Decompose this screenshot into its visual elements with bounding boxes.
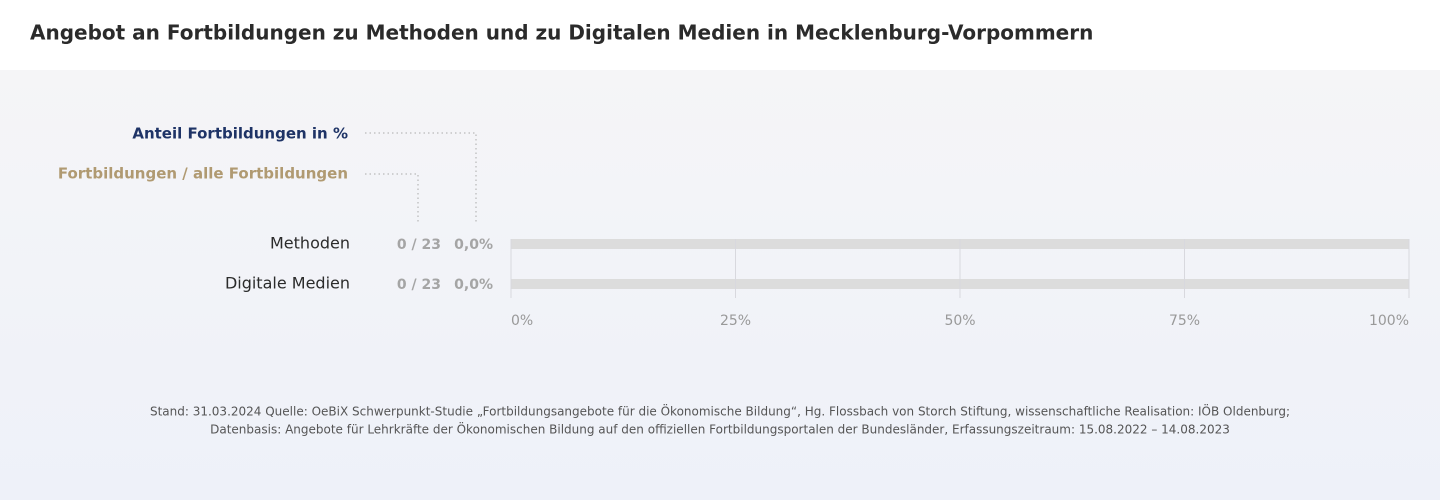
fraction-label: 0 / 23 xyxy=(397,237,441,253)
footnote: Datenbasis: Angebote für Lehrkräfte der … xyxy=(210,421,1230,437)
value-label: 0,0% xyxy=(454,277,493,293)
leader-line xyxy=(365,132,477,222)
footnote: Stand: 31.03.2024 Quelle: OeBiX Schwerpu… xyxy=(150,403,1290,419)
x-tick-label: 100% xyxy=(1369,313,1409,329)
x-tick-label: 0% xyxy=(511,313,533,329)
category-label: Methoden xyxy=(270,234,350,253)
x-tick-label: 50% xyxy=(944,313,975,329)
x-tick-label: 75% xyxy=(1169,313,1200,329)
column-header: Fortbildungen / alle Fortbildungen xyxy=(58,165,348,183)
header-band xyxy=(0,0,1440,70)
column-header: Anteil Fortbildungen in % xyxy=(132,125,348,143)
value-label: 0,0% xyxy=(454,237,493,253)
category-label: Digitale Medien xyxy=(225,274,350,293)
fraction-label: 0 / 23 xyxy=(397,277,441,293)
x-tick-label: 25% xyxy=(720,313,751,329)
chart-title: Angebot an Fortbildungen zu Methoden und… xyxy=(30,21,1093,45)
